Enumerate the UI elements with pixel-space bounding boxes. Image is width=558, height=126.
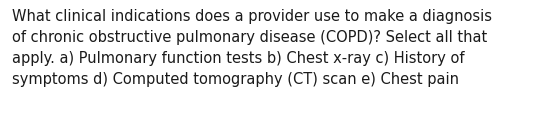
Text: What clinical indications does a provider use to make a diagnosis
of chronic obs: What clinical indications does a provide… — [12, 9, 492, 87]
